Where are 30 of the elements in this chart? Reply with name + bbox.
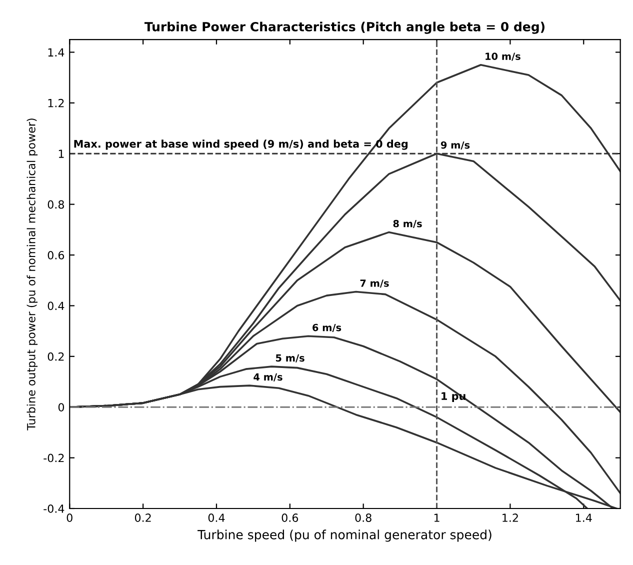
x-tick-label: 0 [66, 514, 72, 522]
x-tick-label: 1.4 [576, 514, 592, 522]
annotation: Max. power at base wind speed (9 m/s) and beta = 0 deg [74, 140, 408, 150]
chart-title: Turbine Power Characteristics (Pitch angle beta = 0 deg) [144, 22, 544, 34]
y-tick-label: -0.2 [44, 454, 64, 462]
series-label: 7 m/s [360, 280, 389, 288]
series-label: 9 m/s [440, 141, 470, 150]
x-tick-label: 0.4 [208, 514, 225, 522]
y-tick-label: 1.4 [48, 48, 64, 56]
y-tick-label: 0.6 [48, 250, 64, 260]
series-label: 6 m/s [312, 324, 342, 332]
y-tick-label: 0.4 [48, 302, 64, 310]
y-axis-title: Turbine output power (pu of nominal mechanical power) [26, 118, 38, 430]
y-tick-label: 0.2 [48, 352, 64, 361]
x-tick-label: 0.6 [282, 514, 298, 522]
y-tick-label: -0.4 [44, 504, 64, 513]
series-label: 10 m/s [486, 52, 520, 61]
series-label: 5 m/s [276, 354, 304, 362]
y-tick-label: 0.8 [48, 200, 64, 209]
x-tick-label: 0.2 [134, 514, 151, 522]
x-tick-label: 1.2 [502, 514, 518, 522]
series-label: 4 m/s [254, 373, 282, 382]
x-axis-title: Turbine speed (pu of nominal generator speed) [198, 530, 492, 542]
ref-line-label: 1 pu [442, 392, 466, 402]
y-tick-label: 0 [58, 403, 64, 412]
y-tick-label: 1.2 [48, 98, 64, 108]
x-tick-label: 0.8 [355, 514, 372, 522]
y-tick-label: 1 [58, 150, 64, 158]
x-tick-label: 1 [434, 514, 440, 522]
series-label: 8 m/s [393, 220, 422, 228]
